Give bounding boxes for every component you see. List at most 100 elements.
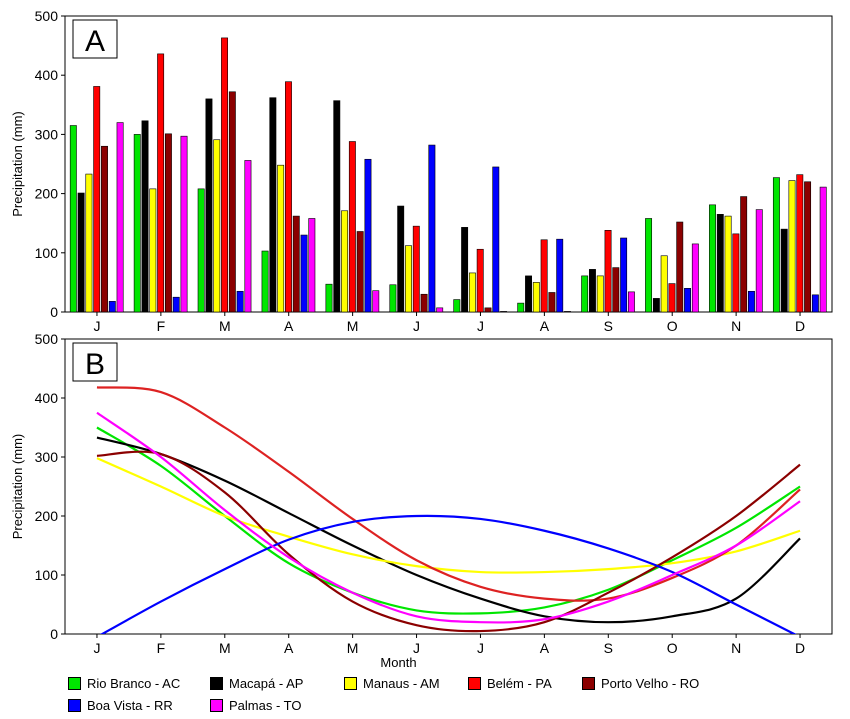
y-tick-label: 0 [50,304,58,320]
y-axis-label: Precipitation (mm) [10,434,25,539]
series-line [96,436,801,624]
bar [540,239,548,313]
y-tick-label: 400 [35,390,59,406]
x-tick-label: J [93,640,100,656]
y-tick-label: 100 [35,245,59,261]
bar [724,215,732,313]
bar [180,135,188,313]
y-tick-label: 500 [35,8,59,24]
bar [348,141,356,313]
bar [149,188,157,313]
bar [341,210,349,313]
x-tick-label: M [347,318,359,334]
legend-swatch [68,698,81,712]
bar [620,237,628,313]
bar [157,53,165,313]
y-tick-label: 200 [35,186,59,202]
bar [748,290,755,313]
bar [228,91,236,313]
bar [772,177,780,313]
x-tick-label: J [413,318,420,334]
bar [164,133,172,313]
x-tick-label: D [795,318,805,334]
bar [476,248,484,313]
y-tick-label: 300 [35,449,59,465]
bar [236,290,244,313]
bar [676,221,684,313]
bar [277,164,285,313]
x-tick-label: F [157,640,166,656]
bar [556,238,564,313]
bar [269,97,277,313]
bar [93,86,101,313]
legend-label: Palmas - TO [229,697,302,713]
x-tick-label: A [284,318,294,334]
x-tick-label: J [413,640,420,656]
x-tick-label: J [477,640,484,656]
legend-item: Macapá - AP [210,674,303,692]
bar [405,245,412,313]
bar [684,288,691,313]
plot-frame [64,15,833,313]
y-tick-label: 100 [35,567,59,583]
bar [77,192,85,313]
series-line [99,514,797,634]
x-tick-label: O [667,640,678,656]
x-tick-label: D [795,640,805,656]
bar [691,243,699,313]
bar [412,225,420,313]
bar [732,233,740,313]
plot-frame [64,338,833,635]
x-tick-label: S [604,640,613,656]
series-line [96,450,801,633]
legend-item: Belém - PA [468,674,552,692]
legend-item: Palmas - TO [210,696,301,714]
bar [133,134,141,313]
legend-label: Belém - PA [487,675,552,691]
x-tick-label: M [219,318,231,334]
bar [612,267,620,313]
bar [69,125,77,313]
bar [716,214,724,313]
bar [197,188,205,313]
legend-item: Manaus - AM [344,674,440,692]
x-tick-label: F [157,318,166,334]
bar [525,275,532,313]
legend-label: Macapá - AP [229,675,304,691]
legend-label: Rio Branco - AC [87,675,181,691]
x-tick-label: O [667,318,678,334]
series-line [96,411,801,624]
bar [364,158,372,313]
x-tick-label: J [477,318,484,334]
legend-label: Manaus - AM [363,675,440,691]
bar [397,205,405,313]
x-tick-label: N [731,318,741,334]
panel-label: A [85,25,105,58]
x-tick-label: M [219,640,231,656]
bar [581,275,589,313]
bar [356,231,364,313]
bar [85,173,93,313]
bar [645,218,653,313]
bar [101,145,108,313]
bar [221,37,228,313]
bar [627,291,635,313]
legend-swatch [582,676,595,690]
bar [484,307,492,313]
x-tick-label: S [604,318,613,334]
legend-item: Boa Vista - RR [68,696,173,714]
x-tick-label: A [284,640,294,656]
bar [652,298,660,313]
y-axis-label: Precipitation (mm) [10,111,25,216]
bar [108,301,116,313]
x-tick-label: A [540,318,550,334]
bar [532,282,540,313]
legend-label: Porto Velho - RO [601,675,700,691]
legend-swatch [68,676,81,690]
bar [213,139,221,313]
bar [804,181,812,313]
y-tick-label: 300 [35,126,59,142]
bar [709,204,716,313]
bar [300,234,308,313]
legend-item: Porto Velho - RO [582,674,699,692]
